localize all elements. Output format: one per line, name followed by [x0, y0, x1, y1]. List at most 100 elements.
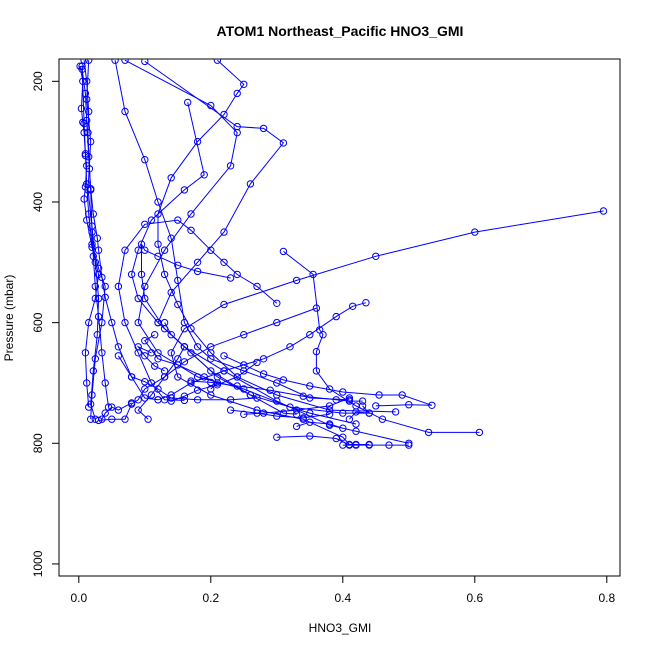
- data-point: [273, 412, 281, 420]
- data-point: [378, 415, 387, 423]
- data-point: [273, 433, 281, 441]
- data-point: [160, 246, 169, 254]
- data-point: [375, 391, 383, 399]
- data-point: [134, 343, 142, 351]
- data-point: [180, 186, 189, 194]
- data-point: [94, 246, 103, 254]
- data-point: [312, 304, 321, 312]
- data-point: [160, 318, 169, 327]
- data-point: [365, 441, 373, 449]
- data-point: [187, 226, 195, 235]
- data-point: [154, 210, 162, 218]
- data-point: [91, 282, 100, 291]
- data-point: [187, 377, 195, 385]
- data-point: [372, 252, 380, 260]
- data-point: [345, 441, 354, 449]
- data-point: [154, 355, 162, 363]
- data-point: [83, 216, 91, 224]
- data-point: [98, 349, 106, 357]
- data-series: [121, 59, 373, 417]
- data-point: [345, 397, 354, 405]
- data-point: [121, 107, 129, 116]
- data-point: [226, 162, 235, 170]
- data-point: [167, 331, 175, 339]
- data-point: [292, 422, 301, 431]
- data-point: [147, 391, 156, 399]
- data-point: [306, 382, 314, 390]
- data-point: [108, 318, 116, 327]
- data-point: [213, 59, 222, 64]
- data-point: [213, 379, 222, 387]
- data-point: [81, 349, 90, 357]
- data-point: [174, 373, 182, 381]
- data-point: [85, 403, 93, 411]
- data-point: [77, 104, 86, 113]
- data-point: [220, 228, 228, 236]
- y-axis: 200 400 600 800 1000: [31, 71, 60, 577]
- data-point: [193, 258, 202, 266]
- data-point: [167, 394, 175, 402]
- data-point: [98, 415, 106, 423]
- data-point: [362, 299, 370, 307]
- data-point: [220, 258, 228, 266]
- data-point: [88, 243, 96, 251]
- data-point: [233, 270, 241, 279]
- data-point: [85, 107, 93, 116]
- data-point: [141, 156, 149, 164]
- data-point: [121, 59, 129, 64]
- data-point: [240, 331, 248, 339]
- data-point: [325, 420, 334, 428]
- data-point: [187, 349, 195, 357]
- data-series: [141, 331, 222, 393]
- data-point: [273, 379, 281, 387]
- data-point: [137, 270, 146, 279]
- data-point: [167, 397, 175, 405]
- data-point: [121, 318, 129, 327]
- data-point: [141, 246, 149, 254]
- data-point: [114, 282, 123, 291]
- data-point: [372, 402, 380, 410]
- data-series: [154, 299, 370, 404]
- series-line: [101, 402, 132, 420]
- data-point: [345, 415, 354, 423]
- data-series: [273, 432, 354, 449]
- data-point: [339, 388, 347, 396]
- data-point: [220, 352, 228, 360]
- data-point: [358, 397, 367, 405]
- data-point: [292, 276, 301, 285]
- series-line: [144, 334, 219, 390]
- data-point: [85, 165, 94, 173]
- data-point: [332, 312, 340, 321]
- data-point: [424, 428, 433, 437]
- data-point: [88, 391, 96, 399]
- data-point: [352, 427, 360, 435]
- data-point: [207, 343, 215, 351]
- data-point: [306, 432, 314, 440]
- y-tick-label: 400: [31, 192, 45, 212]
- data-point: [141, 282, 149, 291]
- data-point: [306, 394, 314, 402]
- x-axis: 0.0 0.2 0.4 0.6 0.8: [70, 575, 615, 605]
- data-point: [240, 361, 248, 369]
- data-point: [174, 276, 182, 285]
- data-point: [108, 403, 116, 411]
- x-tick-label: 0.4: [334, 591, 351, 605]
- data-point: [89, 252, 98, 260]
- data-series: [80, 59, 113, 411]
- data-point: [233, 382, 241, 390]
- data-point: [306, 331, 314, 339]
- data-point: [94, 312, 103, 321]
- data-series: [154, 59, 400, 416]
- data-point: [193, 343, 202, 351]
- series-line: [83, 60, 109, 408]
- y-tick-label: 600: [31, 312, 45, 332]
- data-point: [141, 394, 149, 402]
- data-point: [292, 406, 301, 414]
- data-point: [207, 367, 215, 375]
- data-point: [111, 59, 119, 64]
- data-point: [358, 402, 367, 410]
- data-point: [332, 434, 340, 443]
- data-point: [226, 406, 235, 414]
- data-point: [174, 216, 182, 224]
- data-point: [141, 220, 149, 229]
